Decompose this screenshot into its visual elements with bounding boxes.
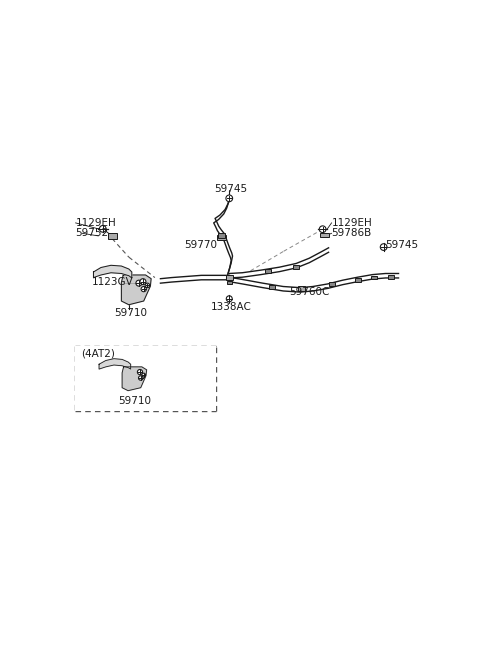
Circle shape xyxy=(141,286,146,291)
Bar xyxy=(355,278,360,282)
Bar xyxy=(75,346,216,411)
Bar xyxy=(226,275,233,280)
Text: 59760C: 59760C xyxy=(289,288,329,297)
Polygon shape xyxy=(121,275,151,305)
Bar xyxy=(227,280,232,284)
Circle shape xyxy=(145,283,150,288)
Circle shape xyxy=(140,278,146,285)
Bar xyxy=(299,286,305,291)
Bar xyxy=(293,265,299,269)
Polygon shape xyxy=(122,367,147,390)
Bar xyxy=(388,275,394,278)
Polygon shape xyxy=(99,359,131,369)
Text: 59786B: 59786B xyxy=(332,229,372,238)
Bar xyxy=(329,282,335,286)
Text: 1338AC: 1338AC xyxy=(211,301,252,312)
Text: 59770: 59770 xyxy=(185,240,217,250)
Text: 59710: 59710 xyxy=(119,396,151,407)
Text: 59745: 59745 xyxy=(385,240,419,250)
Polygon shape xyxy=(94,265,132,278)
Circle shape xyxy=(226,195,233,202)
Circle shape xyxy=(380,244,387,250)
Bar xyxy=(265,269,271,273)
Bar xyxy=(320,233,329,237)
Bar xyxy=(269,286,275,289)
Bar xyxy=(372,276,377,280)
Text: 1129EH: 1129EH xyxy=(332,218,372,228)
Text: 1129EH: 1129EH xyxy=(76,218,116,228)
Circle shape xyxy=(99,225,106,232)
Circle shape xyxy=(142,373,145,377)
Circle shape xyxy=(137,369,143,375)
Circle shape xyxy=(136,280,142,286)
Bar xyxy=(217,235,226,240)
Text: 59752: 59752 xyxy=(76,229,109,238)
Text: 1123GV: 1123GV xyxy=(92,278,133,288)
Text: (4AT2): (4AT2) xyxy=(82,349,116,359)
Bar xyxy=(218,233,225,238)
Bar xyxy=(108,233,117,238)
Text: 59745: 59745 xyxy=(215,183,248,194)
Circle shape xyxy=(139,376,143,381)
Text: 59710: 59710 xyxy=(114,308,147,318)
Circle shape xyxy=(226,296,232,302)
Circle shape xyxy=(319,226,326,233)
